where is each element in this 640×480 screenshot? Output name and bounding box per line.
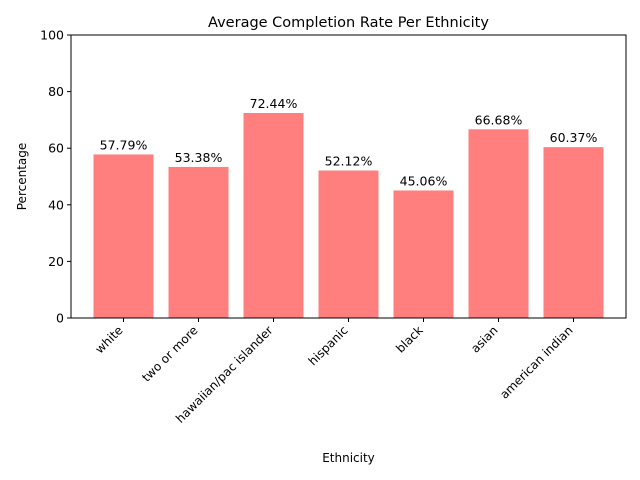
bar-value-labels: 57.79% 53.38% 72.44% 52.12% 45.06% 66.68% 60.3…	[100, 96, 598, 188]
bar-white	[93, 154, 154, 318]
y-tick-label: 20	[48, 254, 64, 269]
bar-two-or-more	[168, 166, 229, 318]
bar-value-label: 53.38%	[175, 150, 223, 165]
x-tick-label: hispanic	[306, 323, 351, 368]
y-tick-label: 100	[40, 28, 64, 43]
bar-value-label: 45.06%	[400, 173, 448, 188]
y-tick-label: 40	[48, 197, 64, 212]
bar-asian	[468, 129, 529, 318]
y-tick-label: 0	[56, 311, 64, 326]
x-tick-label: white	[92, 323, 125, 356]
y-tick-label: 60	[48, 141, 64, 156]
bar-hawaiian-pac-islander	[243, 112, 304, 318]
y-tick-label: 80	[48, 84, 64, 99]
bar-value-label: 66.68%	[475, 112, 523, 127]
y-axis-ticks: 0 20 40 60 80 100	[40, 28, 71, 326]
x-tick-label: american indian	[497, 323, 575, 401]
chart-title: Average Completion Rate Per Ethnicity	[208, 15, 489, 31]
x-axis-label: Ethnicity	[322, 451, 375, 465]
x-tick-label: black	[393, 323, 425, 355]
bar-black	[393, 190, 454, 318]
x-tick-label: asian	[468, 323, 500, 355]
bars-group	[93, 112, 604, 318]
bar-american-indian	[543, 147, 604, 318]
bar-hispanic	[318, 170, 379, 318]
bar-value-label: 72.44%	[250, 96, 298, 111]
y-axis-label: Percentage	[15, 143, 29, 211]
bar-value-label: 52.12%	[325, 154, 373, 169]
bar-value-label: 57.79%	[100, 137, 148, 152]
x-tick-label: two or more	[139, 323, 200, 384]
bar-value-label: 60.37%	[550, 130, 598, 145]
